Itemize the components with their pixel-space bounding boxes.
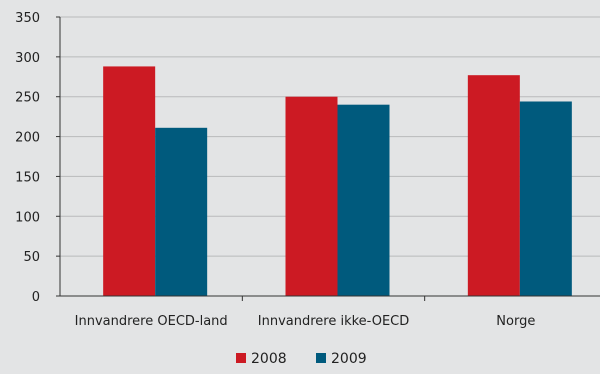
- legend: 2008 2009: [236, 351, 367, 367]
- legend-swatch-2009: [316, 353, 326, 363]
- x-category-label: Norge: [496, 314, 535, 329]
- bar-2008-1: [103, 66, 156, 297]
- y-tick-label: 350: [15, 11, 40, 26]
- x-category-label: Innvandrere ikke-OECD: [258, 314, 410, 329]
- bar-2009-3: [519, 101, 572, 296]
- legend-label-2009: 2009: [331, 351, 367, 367]
- y-tick-label: 150: [15, 170, 40, 185]
- legend-swatch-2008: [236, 353, 246, 363]
- bars: [103, 66, 572, 297]
- x-category-label: Innvandrere OECD-land: [75, 314, 228, 329]
- y-tick-label: 250: [15, 91, 40, 106]
- y-tick-label: 100: [15, 210, 40, 225]
- bar-2009-1: [155, 127, 208, 296]
- bar-2008-2: [285, 96, 338, 296]
- bar-2009-2: [337, 104, 390, 296]
- axes: 0 50 100 150 200 250 300 350 Innvandrere OECD-la…: [15, 11, 600, 329]
- y-tick-label: 200: [15, 131, 40, 146]
- y-tick-label: 0: [32, 290, 40, 305]
- y-tick-label: 50: [23, 250, 40, 265]
- y-tick-label: 300: [15, 51, 40, 66]
- legend-label-2008: 2008: [251, 351, 287, 367]
- bar-2008-3: [467, 75, 520, 296]
